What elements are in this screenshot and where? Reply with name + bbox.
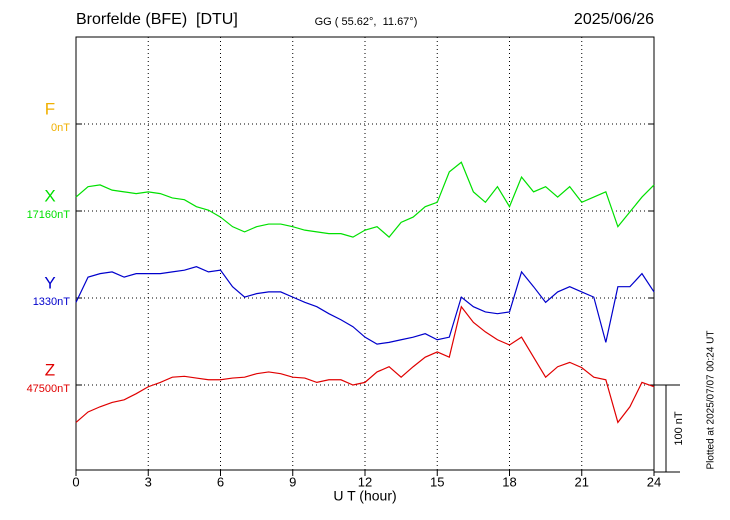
series-line — [75, 305, 655, 424]
channel-baseline: 47500nT — [27, 383, 71, 395]
x-axis-label: U T (hour) — [333, 488, 396, 504]
x-tick-label: 9 — [289, 474, 296, 489]
x-tick-label: 24 — [647, 474, 661, 489]
series-line — [75, 161, 655, 238]
channel-name: X — [44, 186, 55, 205]
x-tick-label: 21 — [575, 474, 589, 489]
x-tick-label: 3 — [145, 474, 152, 489]
channel-name: Z — [45, 360, 55, 379]
channel-baseline: 1330nT — [33, 296, 71, 308]
x-tick-label: 0 — [72, 474, 79, 489]
scale-bar-label: 100 nT — [673, 411, 685, 446]
series-line — [75, 266, 655, 345]
x-tick-label: 18 — [502, 474, 516, 489]
chart-subtitle: GG ( 55.62°, 11.67°) — [315, 16, 418, 28]
channel-baseline: 17160nT — [27, 209, 71, 221]
chart-title: Brorfelde (BFE) [DTU] — [76, 11, 238, 28]
x-tick-label: 15 — [430, 474, 444, 489]
chart-date: 2025/06/26 — [574, 11, 654, 28]
channel-name: F — [45, 99, 55, 118]
x-tick-label: 12 — [358, 474, 372, 489]
x-tick-label: 6 — [217, 474, 224, 489]
plot-note: Plotted at 2025/07/07 00:24 UT — [706, 331, 717, 470]
channel-name: Y — [44, 273, 55, 292]
channel-baseline: 0nT — [51, 122, 70, 134]
